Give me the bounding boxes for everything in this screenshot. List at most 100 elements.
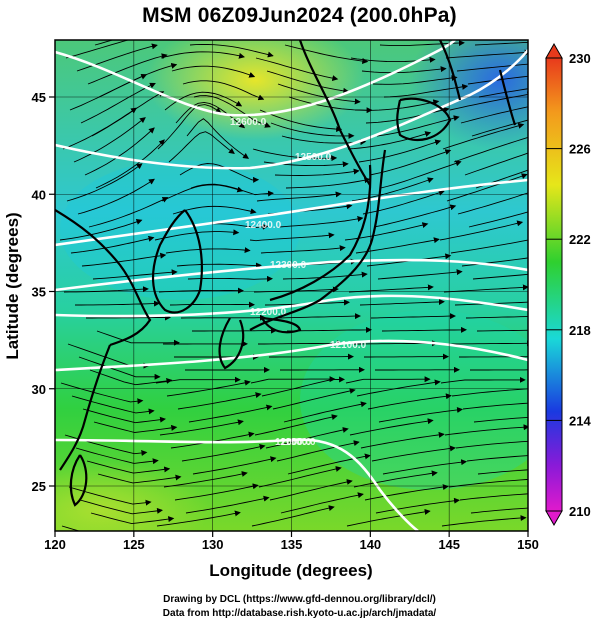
coastline <box>269 164 372 302</box>
contour-label: 12100.0 <box>330 340 367 351</box>
streamline <box>177 392 262 410</box>
streamline <box>255 57 339 82</box>
y-axis: 25 30 35 40 45 <box>32 90 55 494</box>
y-axis-title: Latitude (degrees) <box>3 212 22 359</box>
streamline <box>71 395 155 415</box>
streamline <box>69 73 148 111</box>
streamline <box>275 313 361 320</box>
streamline <box>349 418 434 436</box>
streamline <box>185 495 270 514</box>
streamline <box>182 80 265 101</box>
streamline <box>448 476 528 488</box>
streamline <box>473 416 528 423</box>
colorbar-tick-label: 226 <box>569 142 591 157</box>
credit-data: Data from http://database.rish.kyoto-u.a… <box>162 608 437 619</box>
streamline <box>283 401 367 423</box>
streamline <box>75 300 160 307</box>
streamline <box>89 369 173 386</box>
streamline <box>77 178 155 215</box>
streamline <box>367 393 452 410</box>
streamline <box>369 149 452 176</box>
streamline <box>163 471 248 488</box>
contour-label: 12400.0 <box>245 220 282 231</box>
streamline <box>259 109 343 133</box>
x-axis: 120 125 130 135 140 145 150 <box>44 531 539 552</box>
streamline <box>445 49 528 59</box>
colorbar-tick-label: 214 <box>569 413 591 428</box>
temperature-field: 12600.0 12500.0 12400.0 12300.0 12200.0 12100… <box>55 40 528 531</box>
coastline <box>261 316 302 334</box>
streamline <box>382 459 468 475</box>
streamline <box>97 473 182 484</box>
streamline <box>164 91 243 111</box>
colorbar-gradient <box>545 57 563 512</box>
streamline <box>276 440 360 462</box>
coastline <box>439 40 462 101</box>
streamline <box>270 122 355 139</box>
colorbar-tick-label: 222 <box>569 232 591 247</box>
streamline <box>256 191 342 202</box>
streamline <box>70 235 155 254</box>
streamline <box>250 376 336 384</box>
streamline <box>274 168 360 176</box>
streamline <box>258 340 343 347</box>
streamline <box>285 177 371 189</box>
streamline <box>87 53 168 85</box>
x-tick-label: 140 <box>359 537 381 552</box>
streamline <box>439 220 524 241</box>
streamline <box>345 376 431 384</box>
colorbar-tick-label: 230 <box>569 51 591 66</box>
streamline <box>478 88 528 98</box>
streamline <box>466 455 528 462</box>
coastline <box>59 344 112 471</box>
streamline <box>373 204 457 228</box>
streamline <box>281 135 367 146</box>
x-tick-label: 120 <box>44 537 66 552</box>
streamline <box>82 408 166 424</box>
streamline <box>181 443 266 462</box>
x-tick-label: 125 <box>123 537 145 552</box>
streamline <box>376 115 460 137</box>
streamline <box>446 173 528 202</box>
contour-line <box>55 438 419 531</box>
streamline <box>96 330 180 346</box>
streamline <box>383 83 469 98</box>
streamline <box>451 388 528 397</box>
streamline <box>461 257 528 267</box>
streamline <box>88 197 169 228</box>
streamline <box>351 177 434 202</box>
y-tick-label: 35 <box>32 285 46 300</box>
streamline <box>454 301 528 306</box>
streamline <box>68 486 152 506</box>
streamline <box>359 298 445 306</box>
colorbar-tick-label: 210 <box>569 504 591 519</box>
streamline <box>476 329 528 332</box>
streamline <box>80 82 156 124</box>
streamline <box>272 388 356 410</box>
x-axis-title: Longitude (degrees) <box>209 561 372 580</box>
x-tick-label: 150 <box>517 537 539 552</box>
streamline <box>258 466 342 488</box>
streamline <box>347 131 432 150</box>
streamline <box>448 340 528 347</box>
streamline <box>365 106 450 124</box>
streamline <box>381 326 467 333</box>
streamline <box>169 301 255 308</box>
streamline <box>86 460 171 474</box>
coastline <box>298 40 371 186</box>
streamline <box>457 192 528 215</box>
streamline <box>355 237 440 254</box>
streamline <box>450 239 528 254</box>
streamline <box>372 74 458 85</box>
streamline <box>174 483 259 501</box>
streamline <box>176 262 262 269</box>
coastline <box>249 149 387 331</box>
streamline <box>465 316 528 319</box>
streamline <box>192 456 277 475</box>
streamline <box>160 51 245 59</box>
contour-label: 12200.0 <box>250 307 287 318</box>
credit-drawing: Drawing by DCL (https://www.gfd-dennou.o… <box>163 594 436 605</box>
streamline <box>375 497 460 514</box>
streamline <box>364 484 449 501</box>
streamline <box>269 479 353 501</box>
